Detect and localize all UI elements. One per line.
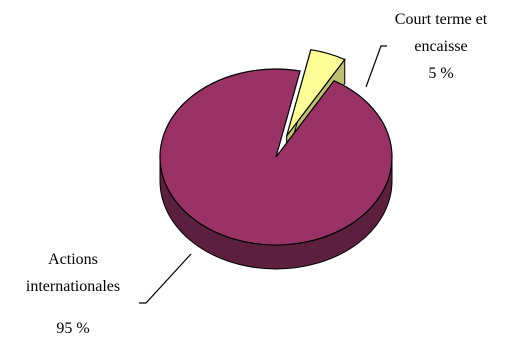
slice-label-short-term-line2: encaisse (414, 38, 467, 55)
pie-slice-top-1 (159, 68, 393, 246)
slice-value-short-term: 5 % (428, 65, 453, 82)
slice-value-international-equities: 95 % (56, 320, 89, 337)
leader-line-international-equities (139, 253, 192, 304)
slice-label-short-term-line1: Court terme et (395, 11, 488, 28)
slice-label-international-equities-line2: internationales (26, 278, 120, 295)
slice-label-international-equities-line1: Actions (48, 251, 98, 268)
pie-slice-top-0 (286, 48, 346, 137)
pie-marks (159, 48, 393, 270)
leader-line-short-term (365, 45, 387, 88)
